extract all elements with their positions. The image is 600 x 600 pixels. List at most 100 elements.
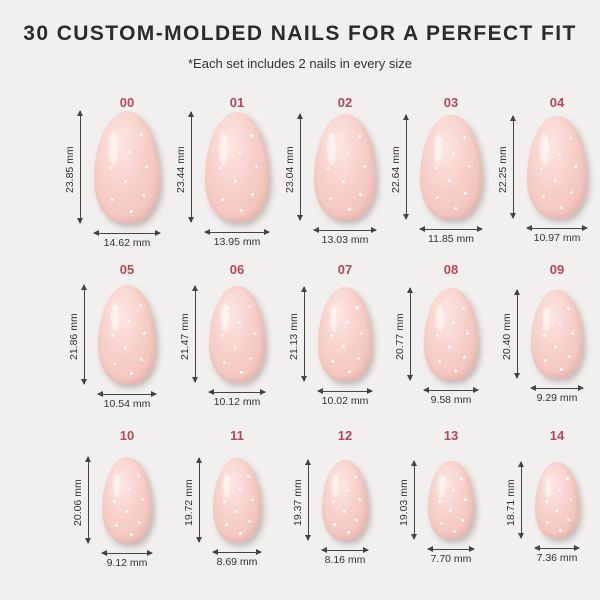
nail-size-01: 01 23.44 mm 13.95 mm <box>172 95 282 248</box>
length-label: 21.13 mm <box>287 313 300 360</box>
width-dimension-line <box>534 544 580 551</box>
width-label: 10.12 mm <box>213 396 261 409</box>
length-label: 20.77 mm <box>394 313 407 360</box>
nail-size-03: 03 22.64 mm 11.85 mm <box>386 95 496 245</box>
page-subtitle: *Each set includes 2 nails in every size <box>187 56 412 71</box>
length-dimension-line <box>304 458 311 542</box>
press-on-nail-image <box>527 116 587 218</box>
width-dimension-line <box>93 230 161 236</box>
length-label: 20.06 mm <box>72 479 84 526</box>
width-label: 11.85 mm <box>428 233 474 246</box>
nail-size-07: 07 21.13 mm 10.02 mm <box>280 262 390 412</box>
press-on-nail-image <box>98 284 156 384</box>
width-dimension-line <box>320 547 370 554</box>
size-code: 06 <box>229 262 245 277</box>
width-label: 9.58 mm <box>430 393 472 406</box>
nail-size-00: 00 23.85 mm 14.62 mm <box>62 95 172 249</box>
width-dimension-line <box>211 548 263 555</box>
length-dimension-line <box>296 112 303 222</box>
press-on-nail-image <box>321 459 369 541</box>
length-dimension-line <box>411 459 418 541</box>
width-dimension-line <box>526 224 588 231</box>
length-dimension-line <box>77 110 83 224</box>
press-on-nail-image <box>94 111 160 223</box>
nail-size-14: 14 18.71 mm 7.36 mm <box>492 428 600 578</box>
length-dimension-line <box>300 286 307 382</box>
width-label: 7.36 mm <box>536 551 578 564</box>
size-code: 13 <box>443 428 459 443</box>
press-on-nail-image <box>531 289 583 379</box>
width-dimension-line <box>427 546 475 553</box>
width-label: 10.97 mm <box>533 231 581 244</box>
nail-size-12: 12 19.37 mm 8.16 mm <box>280 428 390 578</box>
width-label: 9.29 mm <box>536 392 578 405</box>
width-dimension-line <box>207 389 267 396</box>
length-dimension-line <box>518 461 525 539</box>
width-dimension-line <box>203 228 271 235</box>
nail-size-09: 09 20.40 mm 9.29 mm <box>492 262 600 412</box>
size-code: 01 <box>229 95 245 110</box>
size-code: 08 <box>443 262 459 277</box>
length-label: 19.37 mm <box>291 479 304 526</box>
length-dimension-line <box>407 287 414 381</box>
nail-size-02: 02 23.04 mm 13.03 mm <box>280 95 390 247</box>
press-on-nail-image <box>204 112 270 222</box>
press-on-nail-image <box>102 457 152 543</box>
length-dimension-line <box>191 284 198 384</box>
size-code: 11 <box>230 428 244 443</box>
width-label: 8.69 mm <box>216 555 258 568</box>
length-dimension-line <box>514 288 521 379</box>
width-label: 13.95 mm <box>213 235 261 248</box>
length-dimension-line <box>403 113 410 221</box>
length-dimension-line <box>510 115 517 219</box>
size-code: 07 <box>337 262 353 277</box>
width-label: 7.70 mm <box>430 553 472 566</box>
width-label: 8.16 mm <box>324 554 366 567</box>
nail-size-13: 13 19.03 mm 7.70 mm <box>386 428 496 578</box>
press-on-nail-image <box>313 113 377 221</box>
length-label: 18.71 mm <box>505 479 518 526</box>
nail-size-11: 11 19.72 mm 8.69 mm <box>172 428 282 578</box>
width-label: 9.12 mm <box>106 557 148 569</box>
width-dimension-line <box>419 226 483 233</box>
press-on-nail-image <box>428 460 474 540</box>
page-title: 30 CUSTOM-MOLDED NAILS FOR A PERFECT FIT <box>23 22 577 45</box>
width-label: 10.54 mm <box>103 397 151 410</box>
size-code: 04 <box>549 95 565 110</box>
size-code: 00 <box>119 95 135 110</box>
length-label: 23.85 mm <box>64 146 76 193</box>
size-code: 09 <box>549 262 565 277</box>
press-on-nail-image <box>535 462 579 538</box>
press-on-nail-image <box>212 458 262 542</box>
size-code: 12 <box>337 428 353 443</box>
length-label: 21.47 mm <box>178 313 191 360</box>
length-label: 22.25 mm <box>497 146 510 193</box>
length-label: 19.72 mm <box>182 479 195 526</box>
width-label: 10.02 mm <box>321 394 369 407</box>
length-dimension-line <box>195 457 202 544</box>
length-label: 22.64 mm <box>390 146 403 193</box>
width-dimension-line <box>423 386 479 393</box>
press-on-nail-image <box>424 288 478 380</box>
size-code: 02 <box>337 95 353 110</box>
length-label: 20.40 mm <box>501 313 514 360</box>
size-code: 14 <box>549 428 565 443</box>
length-label: 21.86 mm <box>68 313 80 360</box>
width-label: 13.03 mm <box>321 234 369 247</box>
width-label: 14.62 mm <box>103 237 151 249</box>
length-label: 23.44 mm <box>174 146 187 193</box>
size-code: 10 <box>119 428 135 443</box>
width-dimension-line <box>97 390 157 397</box>
length-label: 23.04 mm <box>283 146 296 193</box>
size-code: 05 <box>119 262 135 277</box>
nail-size-08: 08 20.77 mm 9.58 mm <box>386 262 496 412</box>
press-on-nail-image <box>208 285 266 383</box>
length-dimension-line <box>81 283 87 385</box>
length-label: 19.03 mm <box>398 479 411 526</box>
press-on-nail-image <box>420 114 482 220</box>
width-dimension-line <box>530 385 584 392</box>
width-dimension-line <box>312 227 378 234</box>
nail-size-10: 10 20.06 mm 9.12 mm <box>62 428 172 578</box>
press-on-nail-image <box>317 287 373 381</box>
width-dimension-line <box>316 387 374 394</box>
